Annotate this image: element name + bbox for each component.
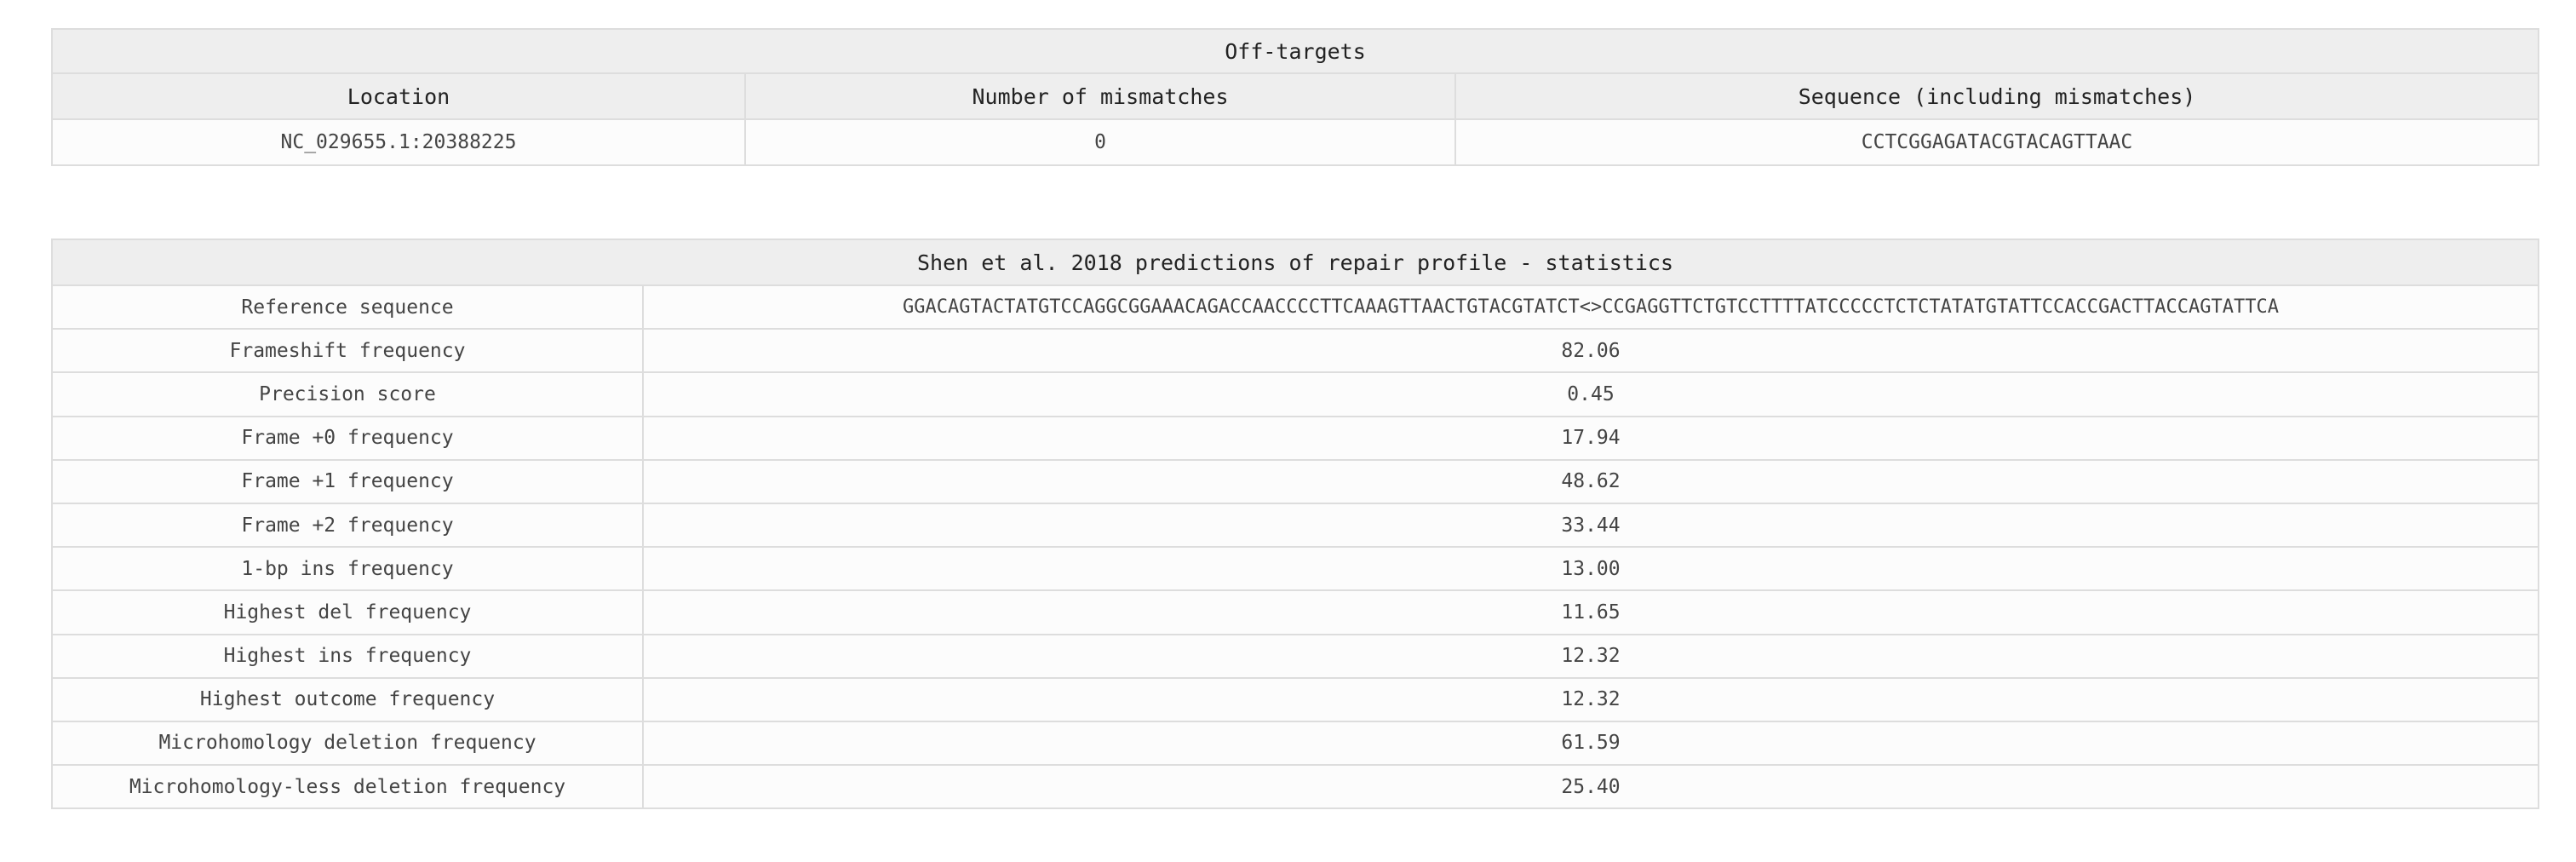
table-row: Frame +0 frequency 17.94 (51, 415, 2539, 461)
column-header-location: Location (51, 72, 746, 120)
table-row: Precision score 0.45 (51, 371, 2539, 417)
frame-1-frequency-value: 48.62 (642, 458, 2539, 504)
precision-score-label: Precision score (51, 371, 644, 417)
repair-profile-title: Shen et al. 2018 predictions of repair p… (51, 238, 2539, 286)
highest-ins-frequency-value: 12.32 (642, 633, 2539, 679)
highest-outcome-frequency-label: Highest outcome frequency (51, 676, 644, 722)
table-row: 1-bp ins frequency 13.00 (51, 546, 2539, 592)
table-row: Frame +2 frequency 33.44 (51, 502, 2539, 549)
table-row: Highest ins frequency 12.32 (51, 633, 2539, 679)
location-cell: NC_029655.1:20388225 (51, 118, 746, 166)
repair-profile-table: Shen et al. 2018 predictions of repair p… (51, 238, 2539, 810)
microhomology-deletion-frequency-value: 61.59 (642, 720, 2539, 767)
offtargets-title: Off-targets (50, 28, 2540, 74)
reference-sequence-label: Reference sequence (51, 284, 644, 330)
column-header-mismatches: Number of mismatches (744, 72, 1456, 120)
reference-sequence-value: GGACAGTACTATGTCCAGGCGGAAACAGACCAACCCCTTC… (642, 284, 2539, 330)
table-row: Microhomology deletion frequency 61.59 (51, 720, 2539, 767)
table-row: Frameshift frequency 82.06 (51, 328, 2539, 374)
highest-outcome-frequency-value: 12.32 (642, 676, 2539, 722)
offtargets-header-row: Location Number of mismatches Sequence (… (51, 72, 2540, 120)
frame-0-frequency-label: Frame +0 frequency (51, 415, 644, 461)
table-row: Highest del frequency 11.65 (51, 589, 2539, 635)
frame-2-frequency-label: Frame +2 frequency (51, 502, 644, 549)
table-row: NC_029655.1:20388225 0 CCTCGGAGATACGTACA… (51, 118, 2540, 166)
offtargets-table: Off-targets Location Number of mismatche… (50, 28, 2540, 166)
repair-profile-caption-row: Shen et al. 2018 predictions of repair p… (51, 238, 2539, 286)
microhomology-deletion-frequency-label: Microhomology deletion frequency (51, 720, 644, 767)
frame-1-frequency-label: Frame +1 frequency (51, 458, 644, 504)
offtargets-caption-row: Off-targets (50, 28, 2540, 74)
frameshift-frequency-label: Frameshift frequency (51, 328, 644, 374)
frame-0-frequency-value: 17.94 (642, 415, 2539, 461)
table-row: Highest outcome frequency 12.32 (51, 676, 2539, 722)
mismatches-cell: 0 (744, 118, 1456, 166)
frame-2-frequency-value: 33.44 (642, 502, 2539, 549)
highest-ins-frequency-label: Highest ins frequency (51, 633, 644, 679)
highest-del-frequency-value: 11.65 (642, 589, 2539, 635)
microhomology-less-deletion-frequency-label: Microhomology-less deletion frequency (51, 764, 644, 810)
1bp-ins-frequency-label: 1-bp ins frequency (51, 546, 644, 592)
microhomology-less-deletion-frequency-value: 25.40 (642, 764, 2539, 810)
frameshift-frequency-value: 82.06 (642, 328, 2539, 374)
table-row: Frame +1 frequency 48.62 (51, 458, 2539, 504)
table-row: Microhomology-less deletion frequency 25… (51, 764, 2539, 810)
precision-score-value: 0.45 (642, 371, 2539, 417)
column-header-sequence: Sequence (including mismatches) (1454, 72, 2540, 120)
highest-del-frequency-label: Highest del frequency (51, 589, 644, 635)
table-row: Reference sequence GGACAGTACTATGTCCAGGCG… (51, 284, 2539, 330)
1bp-ins-frequency-value: 13.00 (642, 546, 2539, 592)
sequence-cell: CCTCGGAGATACGTACAGTTAAC (1454, 118, 2540, 166)
